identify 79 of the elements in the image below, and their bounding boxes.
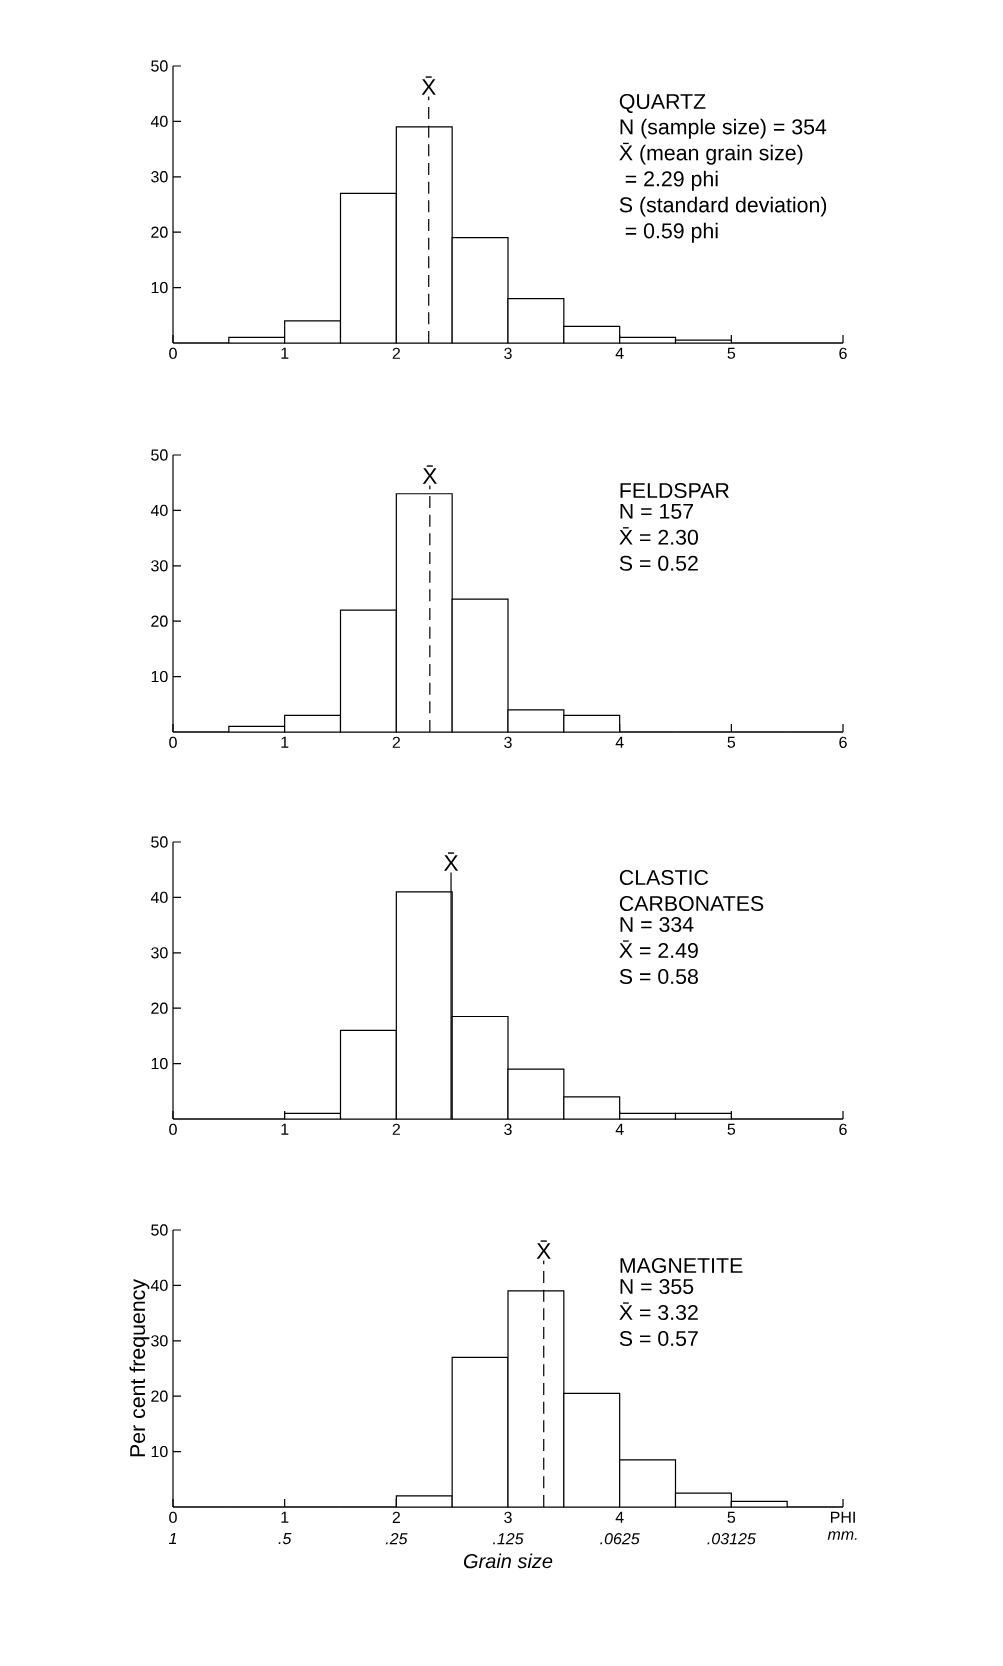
x-tick-label: 1 <box>281 1511 289 1523</box>
text: FELDSPAR <box>620 482 729 499</box>
x-tick-label: 5 <box>727 1123 736 1135</box>
y-tick-label: 50 <box>151 60 168 72</box>
x-tick-label: 2 <box>392 1511 400 1523</box>
text: CLASTIC CARBONATES <box>619 869 764 912</box>
y-tick-label: 30 <box>151 560 168 572</box>
text: QUARTZ <box>619 93 706 113</box>
annotation: S = 0.58 <box>619 968 698 985</box>
x-tick-label: 3 <box>504 736 512 749</box>
x-tick-label: 3 <box>504 1511 512 1524</box>
ref-line-label: X̄ <box>536 1240 551 1259</box>
y-axis-title: Per cent frequency <box>129 1279 150 1457</box>
annotation: = 0.59 phi <box>625 222 718 243</box>
y-tick-label: 50 <box>151 1224 168 1236</box>
x-tick-label: 2 <box>392 736 400 748</box>
annotation: X̄ = 2.49 <box>619 940 698 959</box>
x-tick-label: 0 <box>169 1511 177 1524</box>
y-tick-label: 40 <box>150 504 168 517</box>
x-axis-title: Grain size <box>463 1553 553 1569</box>
annotation: = 2.29 phi <box>625 170 718 191</box>
x-tick-label: 4 <box>615 1511 624 1523</box>
x-tick-label: 0 <box>169 347 177 360</box>
x-tick-label: 6 <box>839 1123 847 1136</box>
y-tick-label: 10 <box>151 281 168 294</box>
x-tick-label: 0 <box>169 1123 177 1136</box>
x-tick-label: 3 <box>504 1123 512 1136</box>
x-tick-label: PHI <box>830 1511 855 1523</box>
x2-tick-label: .0625 <box>600 1533 640 1545</box>
annotation: S (standard deviation) <box>619 196 827 217</box>
y-tick-label: 40 <box>150 115 168 128</box>
annotation: X̄ = 3.32 <box>619 1302 698 1321</box>
y-tick-label: 20 <box>151 1390 168 1402</box>
x-tick-label: 1 <box>281 1123 289 1135</box>
y-tick-label: 10 <box>151 1445 168 1458</box>
annotation: X̄ = 2.30 <box>619 527 699 545</box>
y-tick-label: 50 <box>151 449 168 461</box>
y-tick-label: 10 <box>151 670 168 683</box>
text: MAGNETITE <box>620 1257 743 1274</box>
x-tick-label: 5 <box>727 347 736 359</box>
annotation: N = 334 <box>620 916 694 933</box>
x-tick-label: 4 <box>615 347 624 359</box>
y-tick-label: 20 <box>151 1002 168 1014</box>
x-tick-label: 2 <box>392 1123 400 1135</box>
x-tick-label: 3 <box>504 347 512 360</box>
x2-tick-label: .25 <box>385 1533 408 1545</box>
x-tick-label: 6 <box>839 736 847 749</box>
x2-axis-title: mm. <box>827 1531 857 1540</box>
y-tick-label: 50 <box>151 836 168 848</box>
x2-tick-label: .125 <box>493 1533 524 1545</box>
y-tick-label: 30 <box>151 171 168 183</box>
annotation: N = 157 <box>620 503 694 519</box>
x-tick-label: 6 <box>839 347 847 360</box>
annotation: X̄ (mean grain size) <box>619 142 803 165</box>
y-tick-label: 30 <box>151 1335 168 1347</box>
x-tick-label: 4 <box>615 736 624 748</box>
annotation: N = 355 <box>620 1278 694 1295</box>
x2-tick-label: 1 <box>168 1533 177 1545</box>
annotation: S = 0.52 <box>619 555 698 571</box>
x-tick-label: 2 <box>392 347 400 359</box>
annotation: N (sample size) = 354 <box>620 118 827 139</box>
x2-tick-label: .5 <box>278 1533 292 1545</box>
y-tick-label: 20 <box>151 615 168 627</box>
annotation: S = 0.57 <box>619 1330 698 1347</box>
x2-tick-label: .03125 <box>707 1533 756 1545</box>
y-tick-label: 40 <box>150 891 168 904</box>
ref-line-label: X̄ <box>421 76 436 95</box>
x-tick-label: 1 <box>281 736 289 748</box>
x-tick-label: 5 <box>727 1511 736 1523</box>
y-tick-label: 20 <box>151 226 168 238</box>
x-tick-label: 5 <box>727 736 736 748</box>
x-tick-label: 1 <box>281 347 289 359</box>
x-tick-label: 4 <box>615 1123 624 1135</box>
ref-line-label: X̄ <box>422 465 437 484</box>
y-tick-label: 40 <box>150 1279 168 1292</box>
ref-line-label: X̄ <box>444 852 459 871</box>
y-tick-label: 30 <box>151 947 168 959</box>
y-tick-label: 10 <box>151 1057 168 1070</box>
x-tick-label: 0 <box>169 736 177 749</box>
